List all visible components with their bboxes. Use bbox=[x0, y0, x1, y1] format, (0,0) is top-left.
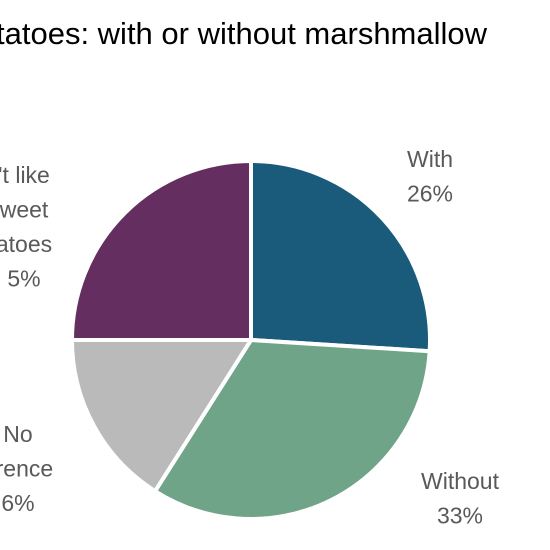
chart-title: tatoes: with or without marshmallow bbox=[0, 16, 488, 51]
pie-slice-no-difference bbox=[70, 338, 253, 494]
slice-label-line: 6% bbox=[1, 490, 34, 516]
slice-label-line: 26% bbox=[407, 181, 453, 207]
slice-label-line: With bbox=[407, 146, 453, 172]
slice-label-line: 't like bbox=[0, 162, 50, 188]
slice-label-without: Without 33% bbox=[421, 468, 500, 529]
pie-slice-with bbox=[249, 159, 433, 354]
slice-label-line: erence bbox=[0, 456, 53, 482]
slice-label-line: No bbox=[3, 421, 32, 447]
slice-label-line: weet bbox=[0, 197, 49, 223]
slice-labels: With 26% Without 33% No erence 6% 't like weet at… bbox=[0, 146, 500, 529]
slice-label-no-difference: No erence 6% bbox=[0, 421, 53, 516]
pie-slice-dont-like bbox=[70, 159, 253, 342]
slice-label-with: With 26% bbox=[407, 146, 453, 207]
slice-label-line: 5% bbox=[7, 266, 40, 292]
slice-label-line: Without bbox=[421, 468, 500, 494]
slice-label-dont-like: 't like weet atoes 5% bbox=[0, 162, 52, 292]
slice-label-line: 33% bbox=[437, 503, 483, 529]
pie-slices bbox=[70, 159, 433, 521]
slice-label-line: atoes bbox=[0, 231, 52, 257]
